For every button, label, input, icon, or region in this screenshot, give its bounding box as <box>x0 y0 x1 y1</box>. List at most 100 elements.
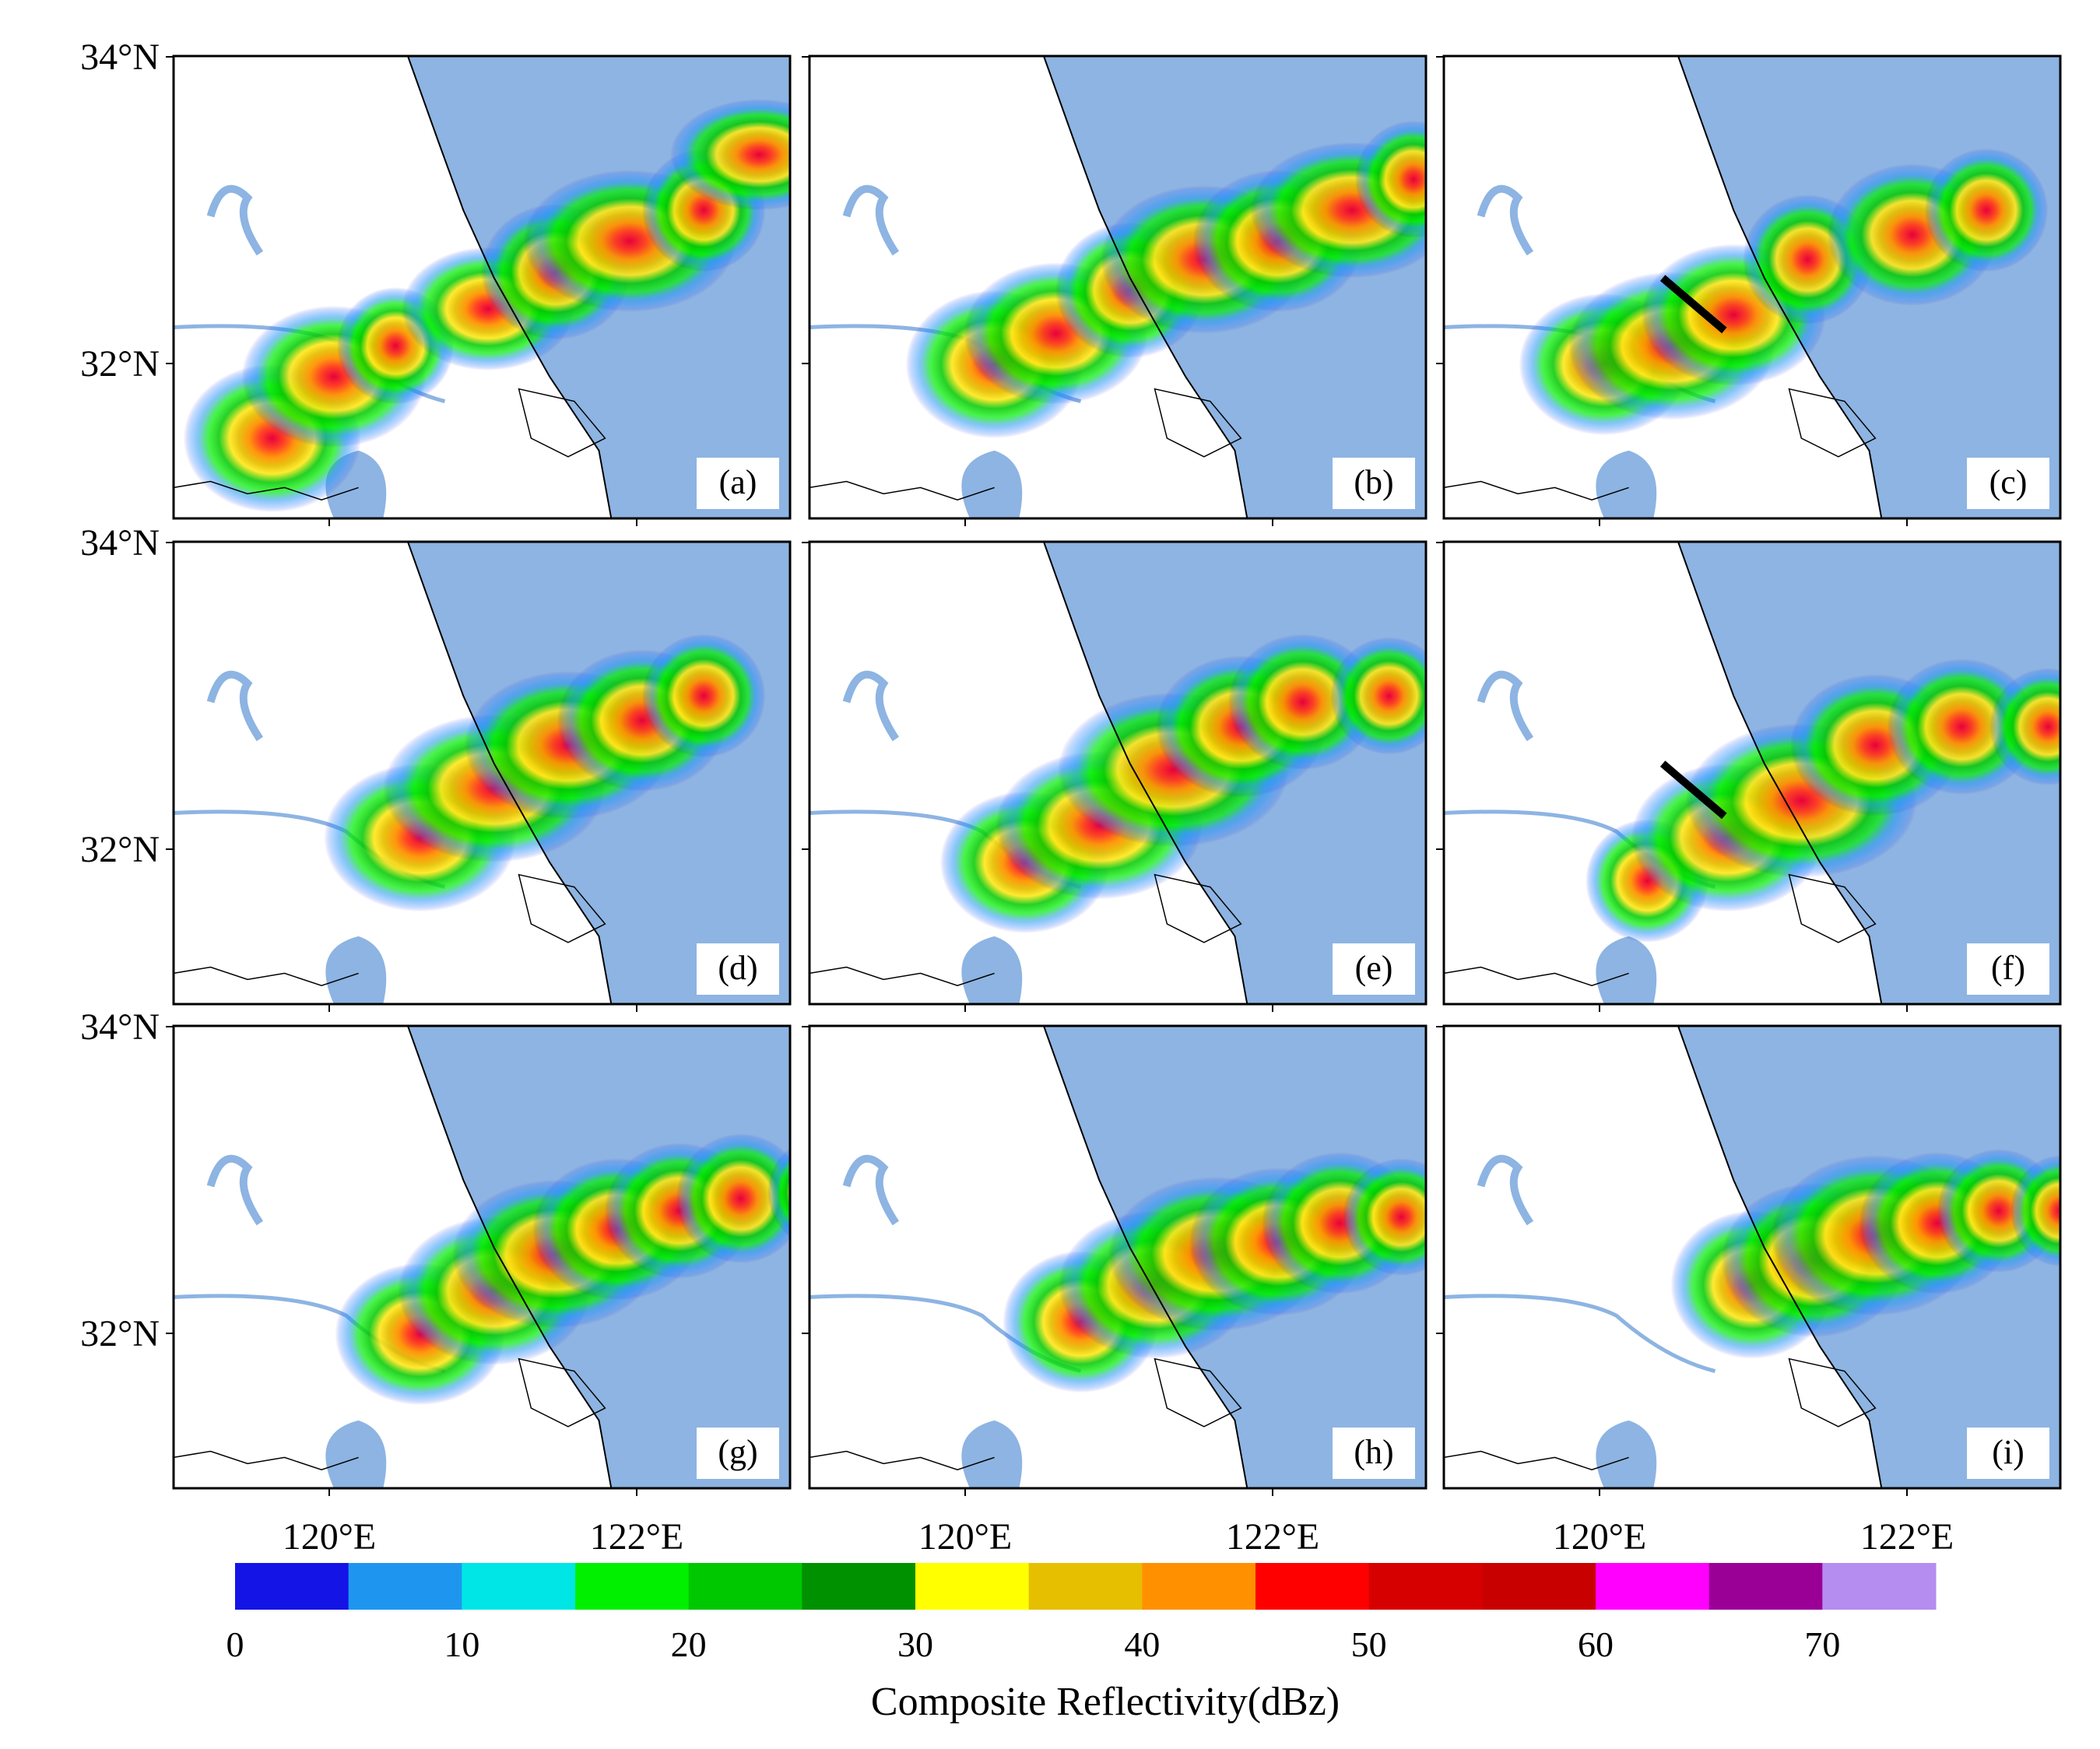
map-panel: (i) <box>1436 1024 2062 1496</box>
colorbar: 0 10 20 30 40 50 60 70 Composite Reflectivity(dB… <box>227 1563 1937 1724</box>
map-panel: (b) <box>802 54 1428 526</box>
river-line <box>1444 1294 1716 1373</box>
colorbar-swatch <box>575 1563 690 1610</box>
colorbar-swatch <box>915 1563 1030 1610</box>
colorbar-tick-label: 60 <box>1578 1624 1614 1664</box>
panel-label: (h) <box>1333 1428 1415 1479</box>
colorbar-swatch <box>462 1563 576 1610</box>
reflectivity-echo <box>767 1147 790 1238</box>
lat-tick-label: 32°N <box>80 1313 160 1354</box>
province-boundary <box>809 480 995 501</box>
reflectivity-echo <box>1989 668 2060 785</box>
colorbar-tick-label: 40 <box>1124 1624 1160 1664</box>
lagoon <box>1477 1154 1534 1226</box>
axis-labels: 34°N 32°N 34°N 32°N 34°N 32°N 120°E 122°E 120°E 1… <box>80 37 1954 1558</box>
colorbar-tick-label: 10 <box>444 1624 479 1664</box>
lat-tick-label: 32°N <box>80 343 160 385</box>
panel-frame <box>172 540 792 1006</box>
coastline <box>1677 542 1883 1004</box>
reflectivity-echo <box>1330 637 1426 755</box>
lagoon <box>206 184 264 256</box>
panel-label-text: (h) <box>1354 1433 1393 1471</box>
panel-label-text: (i) <box>1992 1433 2024 1471</box>
lon-tick-label: 122°E <box>1226 1516 1320 1558</box>
lagoon <box>842 670 900 742</box>
map-panel: (d) <box>166 540 792 1012</box>
shanghai-outline <box>1154 873 1242 943</box>
colorbar-swatch <box>235 1563 349 1610</box>
shanghai-outline <box>518 1357 606 1428</box>
lagoon <box>206 1154 264 1226</box>
province-boundary <box>174 1450 359 1471</box>
colorbar-swatch <box>1822 1563 1937 1610</box>
lake-area <box>1596 1420 1657 1488</box>
lagoon <box>842 1154 900 1226</box>
map-panel: (c) <box>1436 54 2062 526</box>
colorbar-swatch <box>688 1563 802 1610</box>
panel-label: (g) <box>697 1428 779 1479</box>
coastline <box>407 542 613 1004</box>
shanghai-outline <box>1788 388 1877 458</box>
province-boundary <box>1444 480 1629 501</box>
shanghai-outline <box>1154 388 1242 458</box>
panel-label-text: (b) <box>1354 463 1393 501</box>
cross-section-line <box>1659 275 1727 334</box>
reflectivity-echo <box>2087 674 2100 779</box>
lake-area <box>961 936 1023 1004</box>
panel-label-text: (d) <box>718 949 757 987</box>
colorbar-swatch <box>1368 1563 1483 1610</box>
panel-label-text: (g) <box>718 1433 757 1471</box>
lake-area <box>1596 450 1657 518</box>
map-panels: (a) (b) (c) (d) (e) (f) (g) (h) (i) <box>166 54 2100 1496</box>
lat-tick-label: 32°N <box>80 829 160 870</box>
shanghai-outline <box>1788 1357 1877 1428</box>
panel-label-text: (f) <box>1991 949 2025 987</box>
province-boundary <box>174 480 359 501</box>
coastline <box>407 1026 613 1488</box>
panel-label: (a) <box>697 458 779 509</box>
colorbar-title: Composite Reflectivity(dBz) <box>871 1680 1340 1724</box>
panel-frame <box>808 540 1428 1006</box>
colorbar-swatch <box>1482 1563 1596 1610</box>
panel-frame <box>808 54 1428 520</box>
map-panel: (f) <box>1436 540 2100 1012</box>
shanghai-outline <box>518 388 606 458</box>
colorbar-tick-label: 0 <box>227 1624 244 1664</box>
colorbar-swatch <box>1142 1563 1256 1610</box>
lagoon <box>842 184 900 256</box>
lon-tick-label: 122°E <box>1860 1516 1954 1558</box>
coastline <box>1043 542 1248 1004</box>
lat-tick-label: 34°N <box>80 1006 160 1048</box>
panel-frame <box>1442 540 2062 1006</box>
panel-frame <box>172 1024 792 1490</box>
colorbar-swatch <box>1708 1563 1823 1610</box>
panel-label-text: (e) <box>1355 949 1393 987</box>
colorbar-swatch <box>1255 1563 1370 1610</box>
reflectivity-echo <box>1354 121 1426 238</box>
reflectivity-echo <box>676 1133 790 1263</box>
lake-area <box>961 450 1023 518</box>
coastline <box>1043 56 1248 518</box>
lake-area <box>325 1420 387 1488</box>
province-boundary <box>809 1450 995 1471</box>
panel-frame <box>172 54 792 520</box>
colorbar-swatch <box>802 1563 916 1610</box>
province-boundary <box>174 966 359 987</box>
coastline <box>407 56 613 518</box>
panel-frame <box>1442 54 2062 520</box>
coastline <box>1677 1026 1883 1488</box>
colorbar-tick-label: 20 <box>671 1624 707 1664</box>
colorbar-swatch <box>1028 1563 1143 1610</box>
panel-frame <box>1442 1024 2062 1490</box>
shanghai-outline <box>1788 873 1877 943</box>
province-boundary <box>809 966 995 987</box>
reflectivity-echo <box>641 634 766 758</box>
panel-label: (i) <box>1967 1428 2049 1479</box>
lagoon <box>1477 670 1534 742</box>
lon-tick-label: 120°E <box>918 1516 1013 1558</box>
map-panel: (e) <box>802 540 1428 1012</box>
coastline <box>1677 56 1883 518</box>
map-panel: (a) <box>166 54 792 526</box>
lon-tick-label: 120°E <box>283 1516 377 1558</box>
